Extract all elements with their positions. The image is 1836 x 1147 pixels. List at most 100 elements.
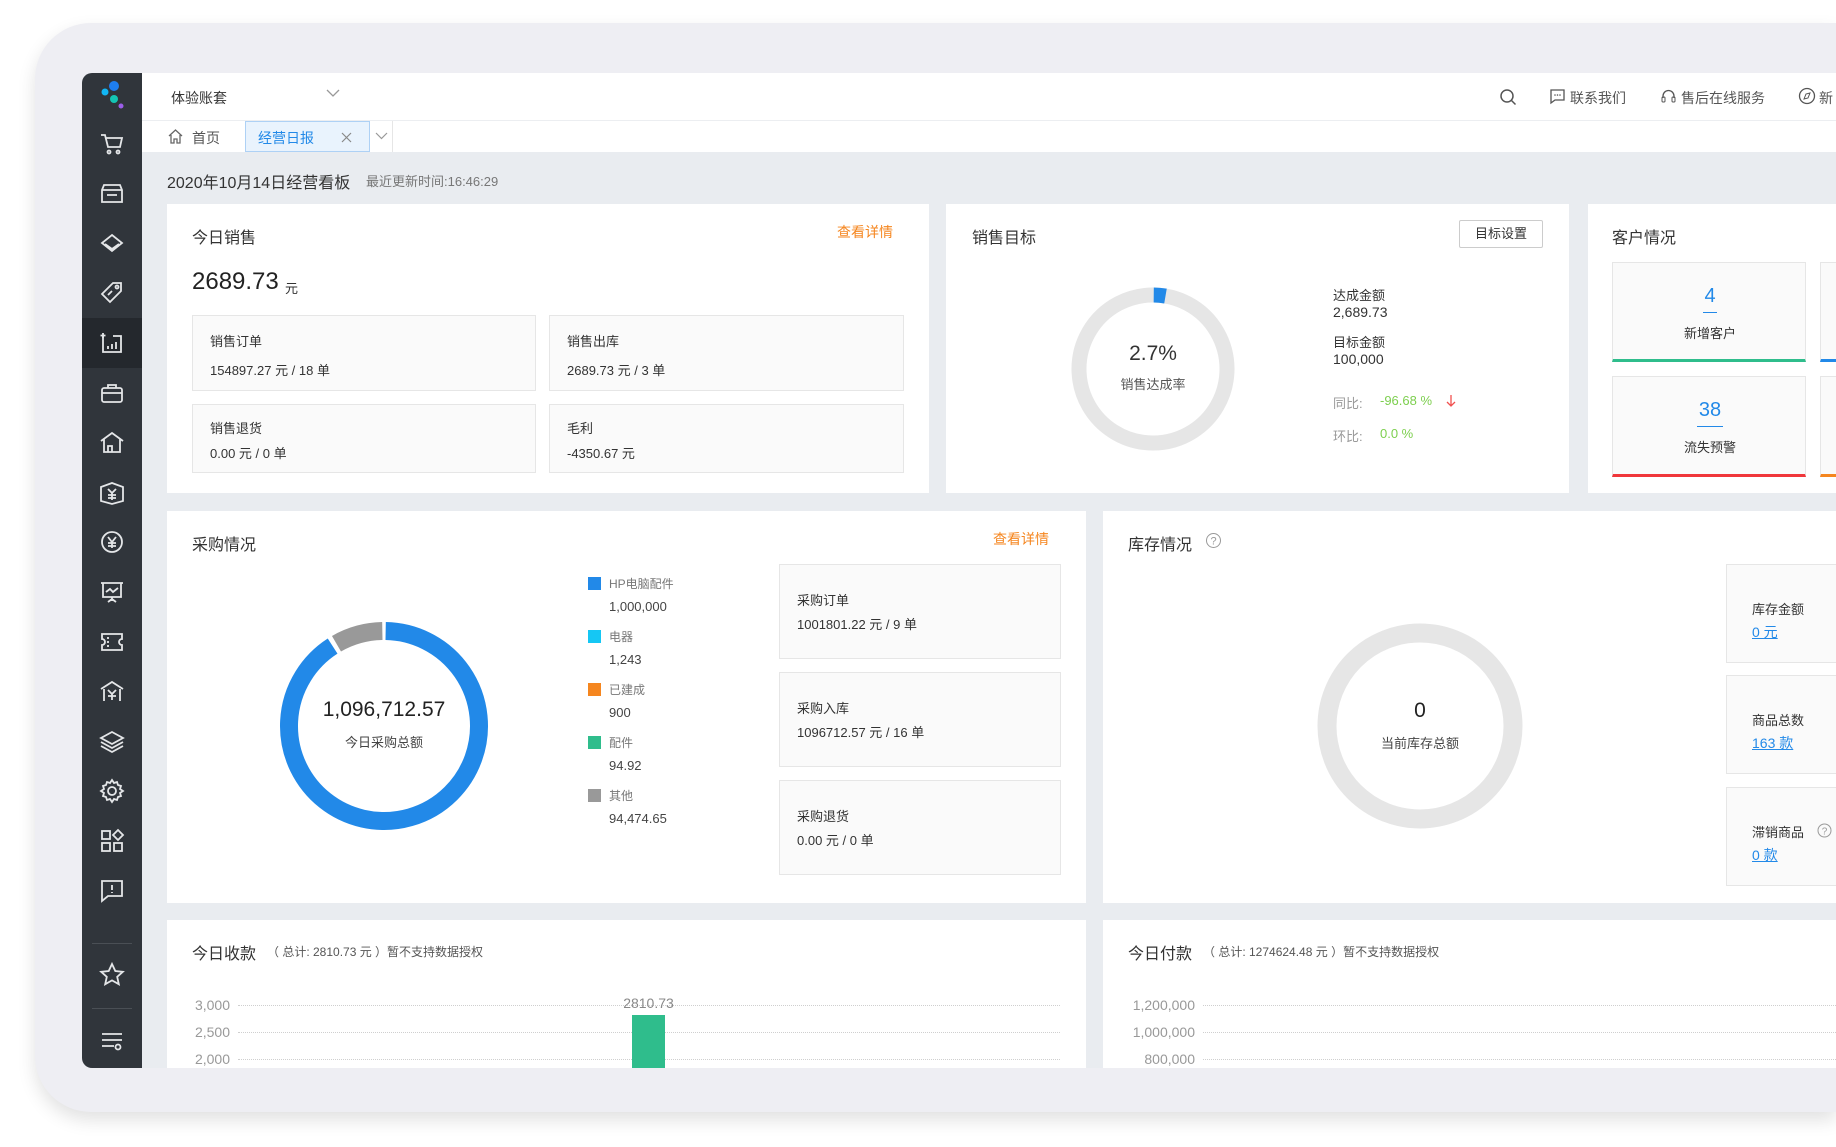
tile-value-link[interactable]: 0 元 [1752, 624, 1778, 640]
sidebar-item-feedback[interactable] [82, 866, 142, 916]
card-title: 客户情况 [1612, 230, 1677, 247]
legend-name: 配件 [609, 736, 634, 750]
purchase-tile[interactable]: 采购退货 0.00 元 / 0 单 [779, 780, 1061, 875]
sales-return-tile[interactable]: 销售退货 0.00 元 / 0 单 [192, 404, 536, 473]
warehouse-icon [100, 431, 124, 453]
purchase-total-label: 今日采购总额 [344, 735, 423, 750]
underline [1697, 426, 1723, 427]
today-payments-card: 今日付款 （ 总计: 1274624.48 元 ）暂不支持数据授权 1,200,… [1103, 920, 1836, 1068]
tile-label: 商品总数 [1752, 713, 1805, 728]
sidebar-item-diamond[interactable] [82, 219, 142, 269]
sidebar-item-warehouse[interactable] [82, 418, 142, 468]
view-details-link[interactable]: 查看详情 [837, 224, 893, 240]
tile-label: 库存金额 [1752, 602, 1805, 617]
sidebar-item-favorites[interactable] [82, 950, 142, 1000]
tile-label: 采购订单 [797, 593, 850, 608]
gridline [1203, 1059, 1836, 1060]
sidebar-item-apps[interactable] [82, 816, 142, 866]
compass-icon[interactable] [1798, 87, 1816, 105]
inventory-tile[interactable]: 商品总数 163 款 [1726, 675, 1836, 774]
ticket-icon [101, 633, 123, 651]
search-icon[interactable] [1499, 88, 1517, 106]
chat-icon[interactable] [1549, 88, 1566, 105]
legend-swatch [588, 630, 601, 643]
yen-icon [101, 531, 123, 554]
finance-house-icon [100, 481, 124, 505]
new-link[interactable]: 新 [1819, 90, 1833, 106]
sidebar-item-tag[interactable] [82, 268, 142, 318]
tile-value: -4350.67 元 [567, 446, 635, 461]
account-selector[interactable]: 体验账套 [171, 90, 227, 106]
achievement-rate: 2.7% [1129, 342, 1177, 365]
legend-value: 900 [609, 705, 631, 720]
after-sales-service-link[interactable]: 售后在线服务 [1681, 90, 1765, 106]
report-icon [100, 333, 122, 354]
sidebar-item-bag[interactable] [82, 368, 142, 418]
contact-us-link[interactable]: 联系我们 [1570, 90, 1626, 106]
gridline [1203, 1005, 1836, 1006]
y-tick-label: 2,500 [194, 1024, 230, 1040]
bank-icon [100, 680, 124, 701]
help-icon[interactable]: ? [1205, 532, 1222, 549]
tile-label: 毛利 [567, 421, 594, 436]
sidebar-item-bank[interactable] [82, 667, 142, 717]
yoy-label: 同比: [1333, 396, 1363, 411]
new-customers-tile[interactable]: 4 新增客户 [1612, 262, 1806, 362]
view-details-link[interactable]: 查看详情 [993, 531, 1049, 547]
tab-home[interactable]: 首页 [142, 121, 245, 152]
sidebar-item-report[interactable] [82, 318, 142, 369]
customer-tile-partial[interactable] [1820, 262, 1836, 362]
tabs-dropdown[interactable] [370, 121, 393, 152]
purchase-tile[interactable]: 采购订单 1001801.22 元 / 9 单 [779, 564, 1061, 659]
customer-tile-partial[interactable] [1820, 376, 1836, 477]
star-icon [99, 962, 125, 986]
inventory-card: 库存情况 ? 0 当前库存总额 库存金额 0 元商品总数 163 款滞销商品 0 款? [1103, 511, 1836, 903]
gross-profit-tile[interactable]: 毛利 -4350.67 元 [549, 404, 904, 473]
inventory-tile[interactable]: 滞销商品 0 款? [1726, 787, 1836, 886]
sidebar-menu-settings[interactable] [82, 1016, 142, 1066]
sales-order-tile[interactable]: 销售订单 154897.27 元 / 18 单 [192, 315, 536, 391]
chevron-down-icon[interactable] [326, 87, 340, 99]
bar[interactable] [632, 1015, 665, 1068]
tab-label: 经营日报 [258, 130, 314, 146]
y-tick-label: 1,200,000 [1132, 997, 1195, 1013]
sales-outbound-tile[interactable]: 销售出库 2689.73 元 / 3 单 [549, 315, 904, 391]
sidebar-item-layers[interactable] [82, 717, 142, 767]
y-tick-label: 3,000 [194, 997, 230, 1013]
close-icon[interactable] [341, 132, 352, 143]
purchase-tile[interactable]: 采购入库 1096712.57 元 / 16 单 [779, 672, 1061, 767]
sidebar-item-ticket[interactable] [82, 617, 142, 667]
sidebar-item-gear[interactable] [82, 766, 142, 816]
card-title: 今日收款 [192, 946, 257, 963]
tile-value-link[interactable]: 163 款 [1752, 735, 1794, 751]
sales-target-donut [1071, 287, 1235, 451]
sidebar-item-cart[interactable] [82, 119, 142, 169]
tile-value-link[interactable]: 0 款 [1752, 847, 1778, 863]
tile-value: 38 [1698, 399, 1722, 421]
legend-value: 94,474.65 [609, 811, 667, 826]
card-title: 采购情况 [192, 537, 257, 554]
sales-amount: 2689.73 [192, 268, 279, 295]
sidebar-item-yen[interactable] [82, 517, 142, 567]
headset-icon[interactable] [1660, 88, 1677, 105]
tile-label: 销售出库 [567, 334, 620, 349]
churn-warning-tile[interactable]: 38 流失预警 [1612, 376, 1806, 477]
pie-slice-4 [331, 622, 383, 652]
tab-label: 首页 [192, 130, 220, 146]
sidebar-divider [92, 943, 132, 944]
inventory-tile[interactable]: 库存金额 0 元 [1726, 564, 1836, 663]
help-icon[interactable]: ? [1817, 823, 1832, 838]
tile-value: 4 [1704, 285, 1716, 307]
sidebar-item-presentation[interactable] [82, 567, 142, 617]
gear-icon [99, 778, 125, 805]
target-settings-button[interactable]: 目标设置 [1459, 220, 1543, 248]
tab-bar: 首页 经营日报 [142, 121, 1836, 152]
inventory-total: 0 [1414, 699, 1426, 722]
sidebar-item-finance-house[interactable] [82, 468, 142, 518]
card-title: 销售目标 [972, 230, 1037, 247]
legend-name: 其他 [609, 789, 634, 803]
tab-daily-report[interactable]: 经营日报 [245, 121, 370, 152]
mom-label: 环比: [1333, 429, 1363, 444]
sidebar [82, 73, 142, 1068]
sidebar-item-store[interactable] [82, 169, 142, 219]
